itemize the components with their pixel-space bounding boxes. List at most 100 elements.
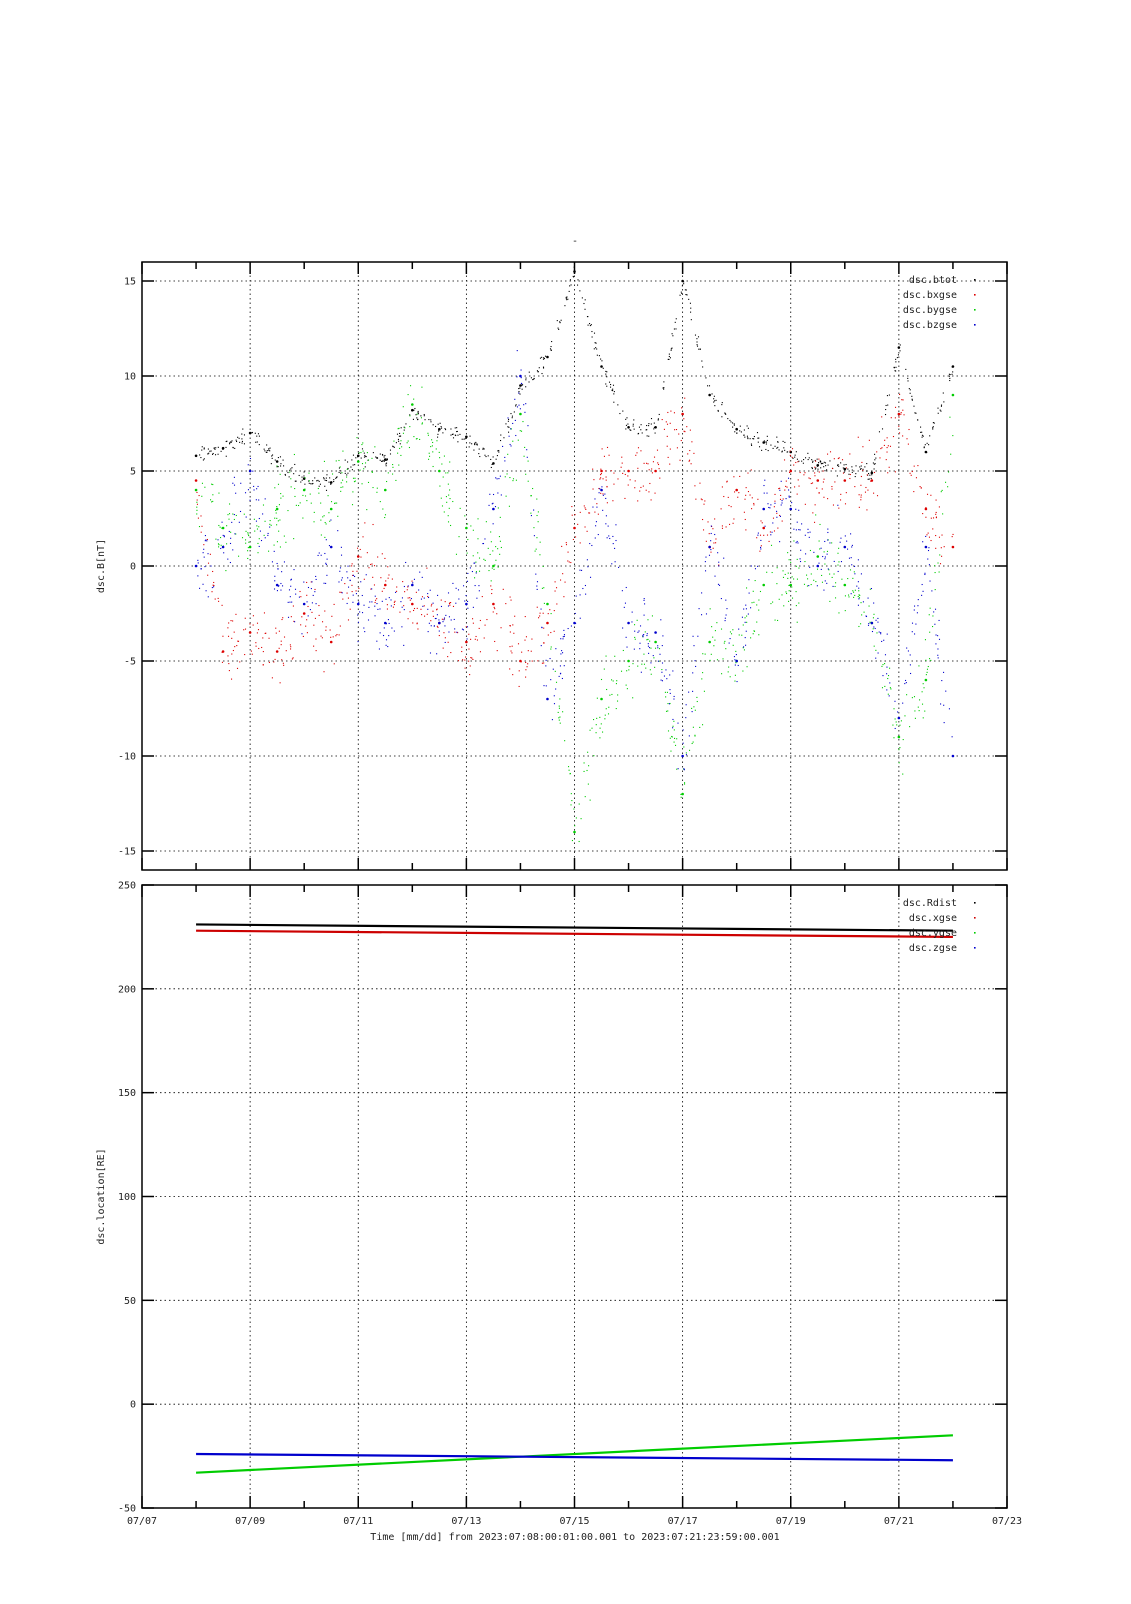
data-point	[855, 465, 857, 467]
data-point	[846, 540, 848, 542]
data-point	[445, 496, 447, 498]
data-point	[490, 541, 492, 543]
data-point	[361, 444, 363, 446]
data-point	[267, 532, 269, 535]
y-tick-label: 0	[130, 1400, 136, 1411]
data-point	[934, 608, 937, 610]
data-point	[464, 515, 466, 517]
data-point	[848, 473, 850, 475]
data-point	[196, 503, 198, 505]
data-point	[649, 669, 651, 671]
data-point	[472, 606, 474, 608]
data-point	[233, 476, 235, 478]
data-point	[457, 441, 459, 443]
data-point	[865, 615, 868, 618]
data-point	[468, 633, 470, 635]
data-point	[795, 565, 798, 567]
data-point	[816, 568, 819, 570]
data-point	[858, 625, 860, 628]
data-point	[766, 571, 768, 573]
data-point	[861, 461, 863, 463]
data-point	[252, 624, 254, 626]
data-point	[611, 389, 613, 391]
data-point	[937, 635, 939, 637]
data-point	[391, 627, 393, 629]
data-point	[409, 599, 411, 601]
data-point	[482, 448, 484, 450]
data-point	[597, 533, 599, 536]
data-point	[799, 560, 802, 563]
data-point	[417, 412, 419, 414]
data-point	[221, 604, 223, 606]
data-point	[596, 348, 598, 350]
data-point	[602, 367, 604, 369]
data-point	[254, 530, 256, 532]
data-point	[683, 769, 686, 771]
data-point	[785, 591, 787, 593]
data-point	[710, 540, 712, 542]
data-point	[232, 446, 234, 448]
data-point	[243, 443, 245, 445]
data-point	[497, 450, 499, 452]
data-point	[510, 445, 512, 447]
data-point	[258, 545, 260, 547]
data-point	[589, 576, 592, 578]
data-point	[407, 440, 409, 442]
data-point	[845, 492, 847, 494]
data-point	[252, 470, 254, 472]
data-point	[865, 470, 868, 472]
data-point	[536, 585, 538, 587]
data-point	[781, 500, 783, 502]
data-point	[542, 366, 545, 368]
data-point	[203, 447, 205, 449]
data-point	[464, 659, 466, 661]
data-point	[226, 525, 228, 527]
data-point	[725, 614, 727, 616]
data-point	[550, 613, 552, 615]
data-point	[911, 622, 914, 624]
data-point	[823, 461, 825, 463]
data-point	[861, 614, 863, 616]
data-point	[923, 446, 925, 448]
data-point	[626, 688, 628, 690]
data-point	[653, 456, 656, 458]
data-point	[567, 298, 569, 300]
data-point	[637, 631, 639, 633]
data-point	[873, 602, 875, 604]
data-point	[385, 463, 387, 465]
data-point	[712, 528, 714, 530]
data-point	[827, 539, 829, 541]
data-point	[294, 621, 296, 623]
data-point	[649, 482, 651, 485]
data-point	[564, 305, 566, 307]
data-point	[642, 636, 644, 638]
data-point	[320, 534, 322, 536]
data-point	[657, 419, 659, 421]
data-point	[691, 441, 693, 443]
data-point	[211, 453, 214, 455]
data-point	[715, 542, 717, 544]
data-point	[301, 616, 303, 618]
data-point	[248, 545, 252, 549]
data-point	[758, 609, 760, 611]
data-point	[599, 488, 601, 490]
data-point	[588, 512, 591, 514]
data-point	[430, 446, 432, 448]
data-point	[799, 558, 801, 560]
data-point	[392, 464, 394, 466]
data-point	[927, 532, 929, 534]
data-point	[279, 519, 281, 521]
data-point	[411, 583, 414, 587]
data-point	[335, 476, 337, 478]
data-point	[614, 561, 616, 563]
data-point	[866, 474, 868, 476]
data-point	[614, 547, 616, 549]
data-point	[371, 471, 373, 473]
data-point	[710, 532, 712, 535]
data-point	[268, 448, 270, 450]
data-point	[952, 533, 954, 535]
data-point	[304, 488, 306, 490]
data-point	[721, 486, 723, 488]
data-point	[338, 581, 340, 583]
data-point	[332, 636, 334, 638]
